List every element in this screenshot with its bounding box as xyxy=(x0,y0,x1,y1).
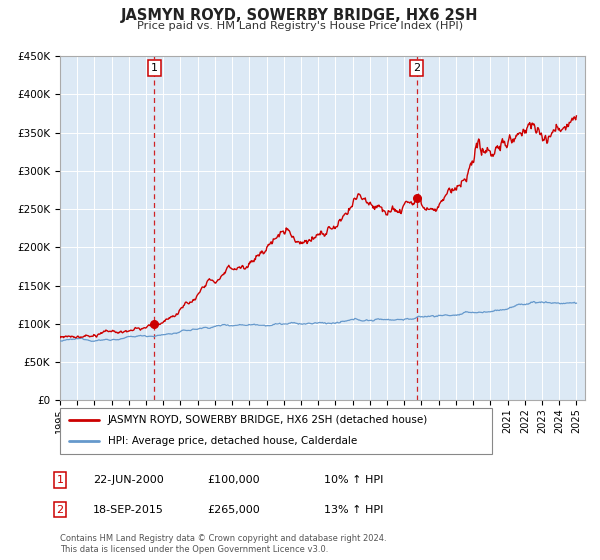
Text: 2: 2 xyxy=(413,63,420,73)
Text: JASMYN ROYD, SOWERBY BRIDGE, HX6 2SH (detached house): JASMYN ROYD, SOWERBY BRIDGE, HX6 2SH (de… xyxy=(107,415,428,425)
Text: JASMYN ROYD, SOWERBY BRIDGE, HX6 2SH: JASMYN ROYD, SOWERBY BRIDGE, HX6 2SH xyxy=(121,8,479,24)
Text: 18-SEP-2015: 18-SEP-2015 xyxy=(93,505,164,515)
Text: 22-JUN-2000: 22-JUN-2000 xyxy=(93,475,164,485)
Text: 1: 1 xyxy=(56,475,64,485)
Text: 13% ↑ HPI: 13% ↑ HPI xyxy=(324,505,383,515)
Text: £265,000: £265,000 xyxy=(207,505,260,515)
Text: This data is licensed under the Open Government Licence v3.0.: This data is licensed under the Open Gov… xyxy=(60,545,328,554)
Text: Price paid vs. HM Land Registry's House Price Index (HPI): Price paid vs. HM Land Registry's House … xyxy=(137,21,463,31)
Text: £100,000: £100,000 xyxy=(207,475,260,485)
Text: 10% ↑ HPI: 10% ↑ HPI xyxy=(324,475,383,485)
Text: Contains HM Land Registry data © Crown copyright and database right 2024.: Contains HM Land Registry data © Crown c… xyxy=(60,534,386,543)
Text: 2: 2 xyxy=(56,505,64,515)
Text: HPI: Average price, detached house, Calderdale: HPI: Average price, detached house, Cald… xyxy=(107,436,357,446)
Text: 1: 1 xyxy=(151,63,158,73)
